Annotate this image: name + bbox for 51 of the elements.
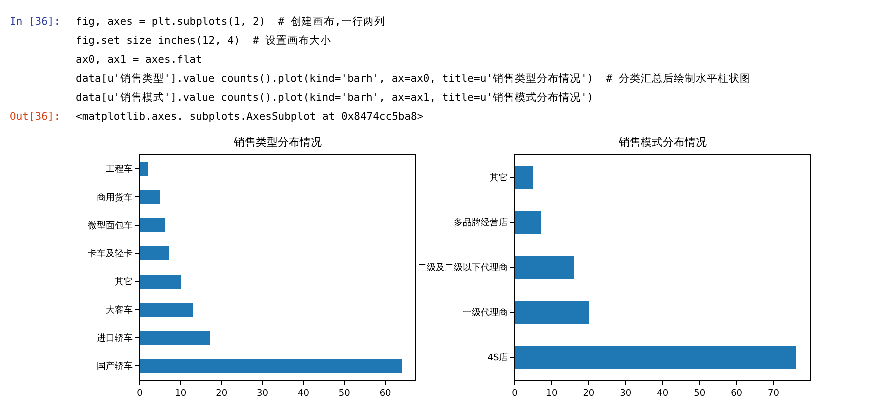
- bar: [140, 162, 148, 176]
- y-tick-label: 工程车: [106, 164, 134, 176]
- text: ax0, ax1 = axes.flat: [76, 54, 202, 66]
- bar: [140, 303, 193, 317]
- bar: [515, 346, 796, 369]
- y-tick-label: 微型面包车: [88, 220, 134, 232]
- x-tick-label: 0: [512, 388, 518, 399]
- y-tick-label: 一级代理商: [463, 308, 508, 319]
- x-tick-label: 40: [657, 388, 669, 399]
- y-tick-label: 国产轿车: [97, 361, 134, 372]
- text: fig, axes = plt.subplots(1, 2) # 创建画布,一行两列: [76, 15, 386, 28]
- x-tick-label: 40: [298, 388, 310, 399]
- y-tick-label: 4S店: [488, 352, 508, 364]
- chart-title: 销售模式分布情况: [618, 136, 707, 149]
- bar: [515, 166, 533, 189]
- text: data[u'销售模式'].value_counts().plot(kind='barh', ax=ax1, title=u'销售模式分布情况'): [76, 91, 594, 104]
- y-tick-label: 其它: [490, 172, 508, 184]
- x-tick-label: 70: [768, 388, 780, 399]
- text: <matplotlib.axes._subplots.AxesSubplot at 0x8474cc5ba8>: [76, 111, 424, 123]
- bar: [140, 331, 210, 345]
- x-tick-label: 60: [380, 388, 392, 399]
- y-tick-label: 大客车: [106, 304, 134, 316]
- bar: [515, 301, 589, 324]
- x-tick-label: 20: [216, 388, 228, 399]
- y-tick-label: 商用货车: [97, 192, 134, 204]
- bar: [140, 275, 181, 289]
- x-tick-label: 50: [694, 388, 706, 399]
- y-tick-label: 卡车及轻卡: [88, 248, 134, 260]
- bar: [140, 359, 402, 373]
- bar: [140, 218, 165, 232]
- text: In [36]:: [10, 16, 61, 28]
- text: fig.set_size_inches(12, 4) # 设置画布大小: [76, 34, 332, 47]
- y-tick-label: 二级及二级以下代理商: [418, 262, 508, 274]
- y-tick-label: 多品牌经营店: [454, 218, 508, 229]
- bar: [515, 256, 574, 279]
- x-tick-label: 20: [583, 388, 595, 399]
- text: Out[36]:: [10, 111, 61, 123]
- bar: [140, 190, 160, 204]
- x-tick-label: 10: [546, 388, 558, 399]
- chart-title: 销售类型分布情况: [233, 136, 322, 149]
- y-tick-label: 进口轿车: [97, 332, 134, 344]
- x-tick-label: 60: [731, 388, 743, 399]
- bar: [515, 211, 541, 234]
- y-tick-label: 其它: [115, 276, 134, 288]
- x-tick-label: 30: [257, 388, 269, 399]
- text: data[u'销售类型'].value_counts().plot(kind='barh', ax=ax0, title=u'销售类型分布情况') # 分类汇总后绘制水平柱状图: [76, 72, 751, 85]
- x-tick-label: 50: [338, 388, 351, 399]
- x-tick-label: 0: [137, 388, 144, 399]
- bar: [140, 246, 169, 260]
- x-tick-label: 30: [620, 388, 632, 399]
- x-tick-label: 10: [175, 388, 187, 399]
